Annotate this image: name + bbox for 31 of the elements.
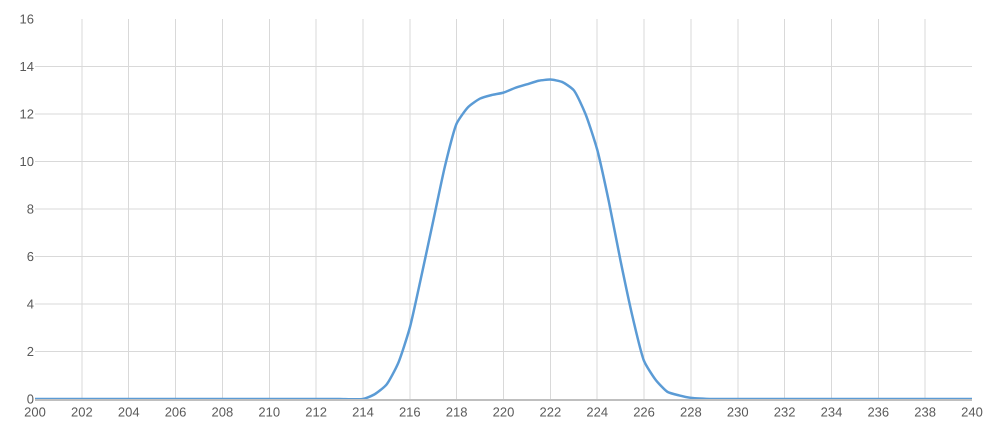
y-tick-label: 14: [20, 59, 34, 74]
x-tick-label: 200: [24, 404, 46, 420]
line-series: [35, 78, 972, 399]
x-tick-label: 210: [258, 404, 280, 420]
y-tick-label: 16: [20, 12, 34, 27]
y-tick-label: 6: [26, 249, 34, 264]
x-tick-label: 220: [492, 404, 514, 420]
x-tick-label: 228: [680, 404, 702, 420]
x-tick-label: 204: [118, 404, 140, 420]
y-tick-label: 8: [26, 202, 34, 217]
x-tick-label: 232: [774, 404, 796, 420]
y-tick-label: 0: [26, 392, 34, 407]
x-tick-label: 226: [633, 404, 655, 420]
x-tick-label: 234: [820, 404, 842, 420]
x-tick-label: 212: [305, 404, 327, 420]
x-tick-label: 240: [961, 404, 983, 420]
y-tick-label: 2: [26, 344, 34, 360]
x-tick-label: 236: [867, 404, 890, 420]
x-tick-label: 230: [726, 404, 749, 420]
y-tick-label: 10: [20, 154, 34, 170]
y-tick-label: 12: [20, 106, 34, 122]
y-tick-label: 4: [26, 296, 34, 312]
x-tick-label: 222: [540, 404, 562, 420]
x-tick-label: 202: [71, 404, 93, 420]
x-tick-label: 214: [352, 404, 374, 420]
x-tick-label: 216: [398, 404, 421, 420]
x-tick-label: 218: [446, 404, 468, 420]
x-tick-label: 224: [586, 404, 608, 420]
x-tick-label: 206: [164, 404, 186, 420]
x-tick-label: 208: [212, 404, 234, 420]
x-tick-label: 238: [914, 404, 936, 420]
